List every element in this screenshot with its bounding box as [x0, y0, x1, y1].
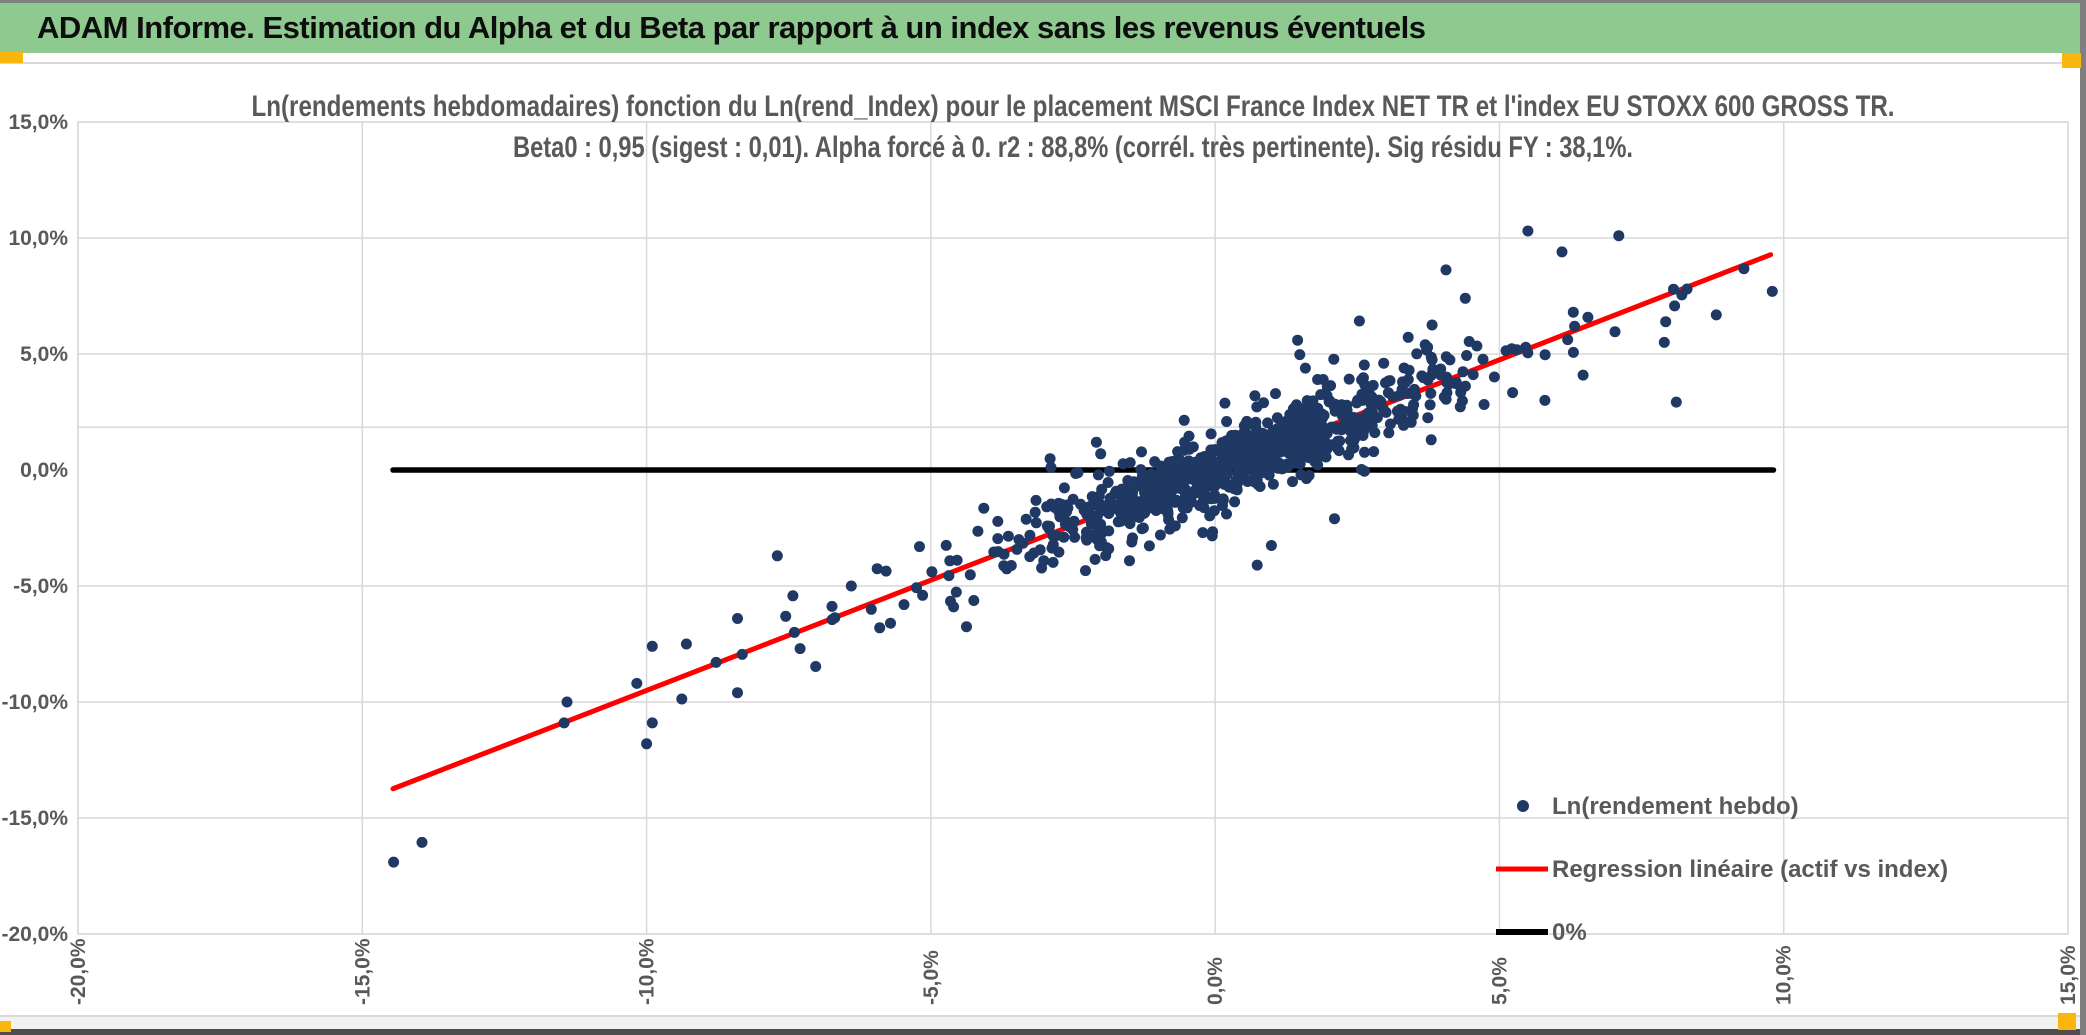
y-tick-label: 10,0% [8, 227, 68, 250]
x-tick-label: 5,0% [1488, 957, 1511, 1005]
y-tick-label: -20,0% [1, 923, 68, 946]
x-tick-label: 15,0% [2057, 945, 2080, 1005]
x-tick-label: -5,0% [920, 950, 943, 1005]
chart-legend: Ln(rendement hebdo) Regression linéaire … [1496, 793, 1948, 946]
x-tick-label: -20,0% [67, 938, 90, 1005]
gridlines [77, 121, 2069, 935]
x-tick-label: -10,0% [636, 938, 659, 1005]
chart-title-line2: Beta0 : 0,95 (sigest : 0,01). Alpha forc… [513, 131, 1633, 164]
chart-title-line1: Ln(rendements hebdomadaires) fonction du… [252, 90, 1895, 123]
selection-handle-bottom-left[interactable] [0, 1021, 11, 1032]
y-tick-label: -10,0% [1, 691, 68, 714]
header-divider [0, 62, 2080, 64]
regression-line [390, 252, 1774, 792]
plot-series [388, 225, 1778, 868]
legend-label-zero: 0% [1552, 919, 1587, 946]
selection-handle-top-right[interactable] [2062, 53, 2081, 68]
y-tick-label: 15,0% [8, 111, 68, 134]
y-tick-label: 5,0% [20, 343, 68, 366]
y-tick-label: -15,0% [1, 807, 68, 830]
x-tick-label: 10,0% [1773, 945, 1796, 1005]
window-top-border [0, 0, 2086, 3]
legend-scatter-marker-icon [1517, 800, 1529, 812]
report-header-bar: ADAM Informe. Estimation du Alpha et du … [0, 3, 2080, 53]
report-header-title: ADAM Informe. Estimation du Alpha et du … [37, 10, 1426, 45]
y-tick-label: -5,0% [13, 575, 68, 598]
plot-border [77, 121, 2069, 935]
selection-handle-top-left[interactable] [0, 52, 23, 63]
legend-label-scatter: Ln(rendement hebdo) [1552, 793, 1799, 820]
footer-divider [0, 1015, 2080, 1017]
window-bottom-border [0, 1029, 2086, 1035]
x-tick-label: -15,0% [351, 938, 374, 1005]
selection-handle-bottom-right[interactable] [2058, 1013, 2076, 1030]
footer-strip [0, 1017, 2080, 1029]
scatter-points [388, 225, 1778, 868]
legend-label-regression: Regression linéaire (actif vs index) [1552, 856, 1948, 883]
window-right-border [2080, 0, 2086, 1035]
axis-tick-labels: 15,0% 10,0% 5,0% 0,0% -5,0% -10,0% -15,0% -20,0… [1, 111, 2080, 1005]
y-tick-label: 0,0% [20, 459, 68, 482]
x-tick-label: 0,0% [1204, 957, 1227, 1005]
